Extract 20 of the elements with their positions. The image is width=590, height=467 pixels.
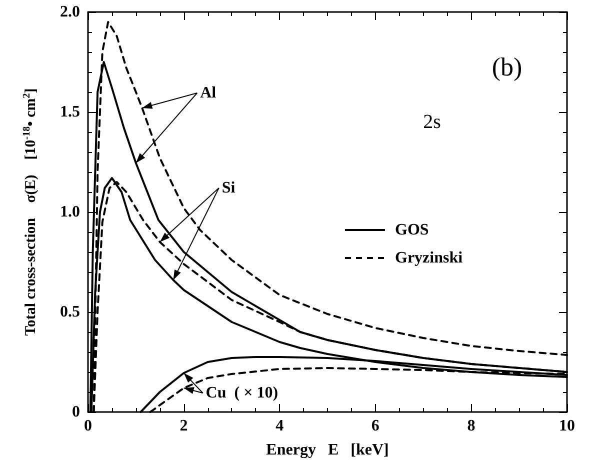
legend-label: GOS	[395, 222, 429, 238]
x-tick-label: 2	[180, 418, 188, 434]
y-tick-label: 1.5	[60, 104, 80, 120]
y-tick-label: 0	[72, 404, 80, 420]
y-tick-label: 0.5	[60, 304, 80, 320]
x-tick-label: 6	[371, 418, 380, 434]
x-tick-label: 4	[276, 418, 284, 434]
annotation: Al	[200, 84, 217, 102]
annotation: 2s	[423, 111, 442, 133]
annotation: Si	[222, 180, 236, 196]
x-tick-label: 0	[84, 418, 92, 434]
y-axis-title: Total cross-section σ(E) [10-18• cm2]	[22, 88, 39, 336]
legend-label: Gryzinski	[395, 250, 464, 266]
y-tick-label: 1.0	[60, 204, 80, 220]
x-tick-label: 10	[559, 418, 575, 434]
y-tick-label: 2.0	[60, 4, 80, 20]
x-tick-label: 8	[467, 418, 476, 434]
annotation: Cu ( × 10)	[206, 384, 278, 402]
x-axis-title: Energy E [keV]	[266, 442, 389, 458]
annotation: (b)	[492, 52, 522, 82]
